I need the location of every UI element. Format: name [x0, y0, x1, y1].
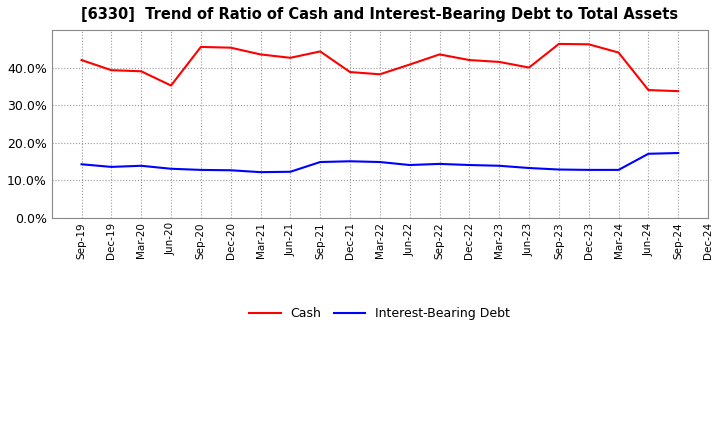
- Cash: [167, 83, 176, 88]
- Interest-Bearing Debt: [346, 159, 354, 164]
- Cash: [495, 59, 503, 65]
- Cash: [435, 52, 444, 57]
- Interest-Bearing Debt: [167, 166, 176, 172]
- Interest-Bearing Debt: [137, 163, 145, 169]
- Cash: [614, 50, 623, 55]
- Line: Cash: Cash: [81, 44, 678, 91]
- Cash: [674, 88, 683, 94]
- Interest-Bearing Debt: [435, 161, 444, 166]
- Cash: [286, 55, 294, 60]
- Cash: [585, 42, 593, 47]
- Cash: [465, 57, 474, 62]
- Interest-Bearing Debt: [107, 164, 116, 169]
- Interest-Bearing Debt: [286, 169, 294, 174]
- Title: [6330]  Trend of Ratio of Cash and Interest-Bearing Debt to Total Assets: [6330] Trend of Ratio of Cash and Intere…: [81, 7, 678, 22]
- Interest-Bearing Debt: [614, 167, 623, 172]
- Interest-Bearing Debt: [525, 165, 534, 171]
- Cash: [554, 41, 563, 47]
- Cash: [644, 88, 653, 93]
- Cash: [525, 65, 534, 70]
- Interest-Bearing Debt: [554, 167, 563, 172]
- Interest-Bearing Debt: [405, 162, 414, 168]
- Cash: [197, 44, 205, 50]
- Interest-Bearing Debt: [644, 151, 653, 156]
- Cash: [405, 62, 414, 67]
- Interest-Bearing Debt: [77, 161, 86, 167]
- Interest-Bearing Debt: [316, 159, 325, 165]
- Cash: [77, 57, 86, 62]
- Cash: [226, 45, 235, 50]
- Interest-Bearing Debt: [585, 167, 593, 172]
- Interest-Bearing Debt: [465, 162, 474, 168]
- Cash: [376, 72, 384, 77]
- Cash: [346, 70, 354, 75]
- Cash: [107, 67, 116, 73]
- Interest-Bearing Debt: [256, 169, 265, 175]
- Cash: [256, 52, 265, 57]
- Line: Interest-Bearing Debt: Interest-Bearing Debt: [81, 153, 678, 172]
- Interest-Bearing Debt: [674, 150, 683, 156]
- Interest-Bearing Debt: [226, 168, 235, 173]
- Cash: [137, 69, 145, 74]
- Interest-Bearing Debt: [376, 159, 384, 165]
- Interest-Bearing Debt: [495, 163, 503, 169]
- Interest-Bearing Debt: [197, 167, 205, 172]
- Cash: [316, 49, 325, 54]
- Legend: Cash, Interest-Bearing Debt: Cash, Interest-Bearing Debt: [245, 302, 516, 326]
